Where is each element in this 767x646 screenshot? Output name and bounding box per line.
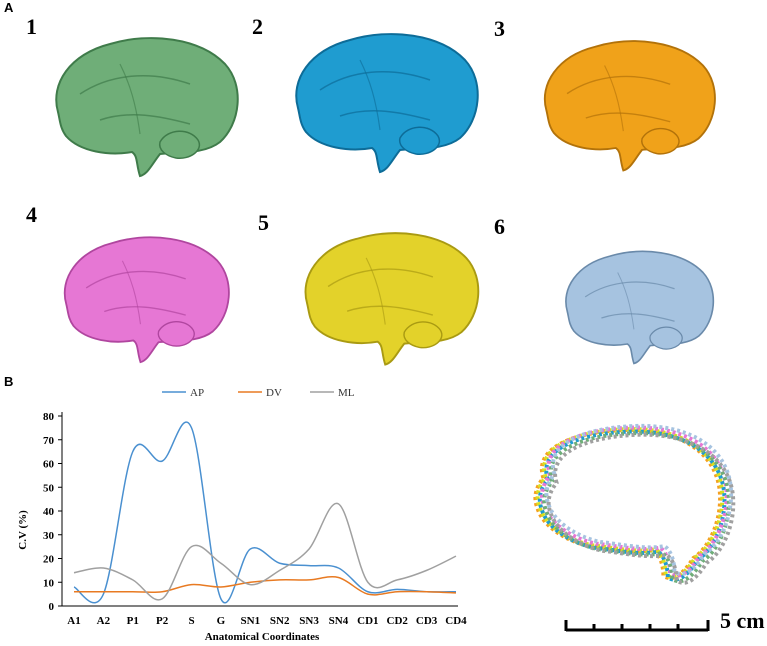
x-tick-label: CD4 xyxy=(445,615,467,627)
chart-legend: AP DV ML xyxy=(162,387,355,399)
brain-render-1 xyxy=(55,37,239,178)
brain-shape-3 xyxy=(544,40,716,172)
outline-6 xyxy=(544,423,734,576)
brain-shape-5 xyxy=(304,232,480,366)
x-tick-label: P2 xyxy=(156,615,169,627)
brain-render-5 xyxy=(304,232,480,366)
brain-render-4 xyxy=(63,236,230,364)
outline-2 xyxy=(535,427,725,580)
outline-group xyxy=(533,423,736,585)
brain-label-5: 5 xyxy=(258,210,269,235)
panel-b-label: B xyxy=(4,374,14,389)
brain-shape-2 xyxy=(295,33,479,174)
brain-render-2 xyxy=(295,33,479,174)
y-axis-label: C.V (%) xyxy=(17,510,29,550)
y-tick-label: 50 xyxy=(43,482,55,494)
y-tick-label: 60 xyxy=(43,459,55,471)
y-tick-label: 30 xyxy=(43,530,55,542)
chart-series xyxy=(73,421,457,604)
brain-label-6: 6 xyxy=(494,214,505,239)
brain-shape-6 xyxy=(565,250,715,365)
brain-render-6 xyxy=(565,250,715,365)
outline-4 xyxy=(540,425,729,578)
x-tick-label: SN4 xyxy=(329,615,349,627)
y-tick-label: 40 xyxy=(43,506,55,518)
x-tick-label: A2 xyxy=(97,615,111,627)
y-tick-label: 70 xyxy=(43,435,55,447)
x-tick-label: A1 xyxy=(67,615,80,627)
x-tick-label: SN1 xyxy=(241,615,261,627)
outline-7 xyxy=(546,432,736,585)
cv-line-chart: AP DV ML 0 10 20 30 40 50 60 70 80 A1 A2 P1 P2 S G SN1 SN2… xyxy=(17,387,467,643)
legend-label-ap: AP xyxy=(190,387,204,399)
x-axis-label: Anatomical Coordinates xyxy=(205,631,320,643)
brain-outline-overlay xyxy=(533,423,736,585)
legend-label-dv: DV xyxy=(266,387,282,399)
x-tick-label: P1 xyxy=(127,615,139,627)
x-tick-label: CD3 xyxy=(416,615,438,627)
scale-bar xyxy=(564,620,710,632)
x-tick-label: CD2 xyxy=(387,615,409,627)
x-tick-label: G xyxy=(217,615,226,627)
y-tick-label: 20 xyxy=(43,554,55,566)
chart-axes: 0 10 20 30 40 50 60 70 80 A1 A2 P1 P2 S G SN1 SN2 SN3 SN4 C… xyxy=(43,411,467,627)
brain-shape-1 xyxy=(55,37,239,178)
x-tick-label: SN2 xyxy=(270,615,290,627)
y-tick-label: 80 xyxy=(43,411,55,423)
scale-bar-label: 5 cm xyxy=(720,608,765,633)
series-line-ap xyxy=(73,421,457,604)
brain-label-4: 4 xyxy=(26,202,37,227)
brain-label-1: 1 xyxy=(26,14,37,39)
x-tick-label: CD1 xyxy=(357,615,378,627)
x-tick-label: SN3 xyxy=(299,615,319,627)
y-tick-label: 10 xyxy=(43,577,55,589)
series-line-ml xyxy=(73,502,457,601)
x-tick-label: S xyxy=(188,615,194,627)
y-tick-label: 0 xyxy=(49,601,55,613)
brain-shape-4 xyxy=(63,236,230,364)
legend-label-ml: ML xyxy=(338,387,355,399)
brain-label-2: 2 xyxy=(252,14,263,39)
brain-render-3 xyxy=(544,40,716,172)
brain-label-3: 3 xyxy=(494,16,505,41)
panel-a-label: A xyxy=(4,0,14,15)
